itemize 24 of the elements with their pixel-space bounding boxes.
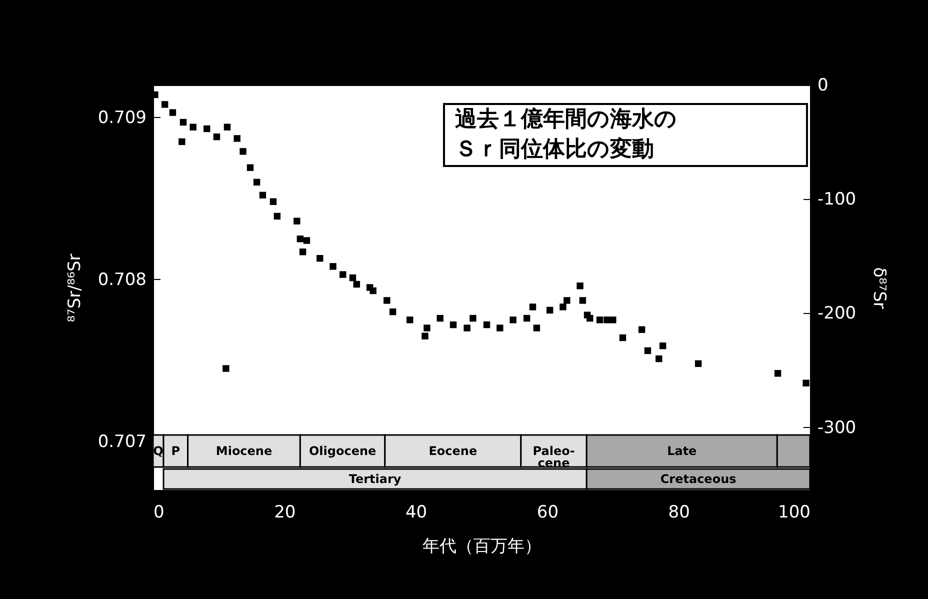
y2-tick-label: -100 <box>818 190 856 210</box>
x-tick-label: 100 <box>778 502 810 522</box>
band-label: P <box>171 444 180 458</box>
y2-axis-title: δ⁸⁷Sr <box>869 267 890 309</box>
y2-tick-label: -300 <box>818 418 856 438</box>
y-tick-label: 0.708 <box>98 270 146 290</box>
x-tick-label: 0 <box>154 502 164 522</box>
band-label: Miocene <box>216 444 272 458</box>
band-label: Late <box>667 444 697 458</box>
title-frame: 過去１億年間の海水の Ｓｒ同位体比の変動 <box>443 103 808 167</box>
band-label: Cretaceous <box>660 472 736 486</box>
band-label: Tertiary <box>348 472 402 486</box>
x-tick-label: 20 <box>274 502 296 522</box>
band-label: Oligocene <box>308 444 376 458</box>
y2-tick-label: 0 <box>818 76 828 96</box>
x-tick-label: 60 <box>536 502 559 522</box>
y-axis-title: ⁸⁷Sr/⁸⁶Sr <box>64 254 85 322</box>
band-label: Eocene <box>428 444 478 458</box>
y-tick-label: 0.707 <box>98 432 146 452</box>
y-tick-label: 0.709 <box>98 108 146 128</box>
x-tick-label: 40 <box>405 502 428 522</box>
y2-tick-label: -200 <box>818 304 856 324</box>
x-axis-title: 年代（百万年） <box>422 536 542 556</box>
x-tick-label: 80 <box>668 502 690 522</box>
